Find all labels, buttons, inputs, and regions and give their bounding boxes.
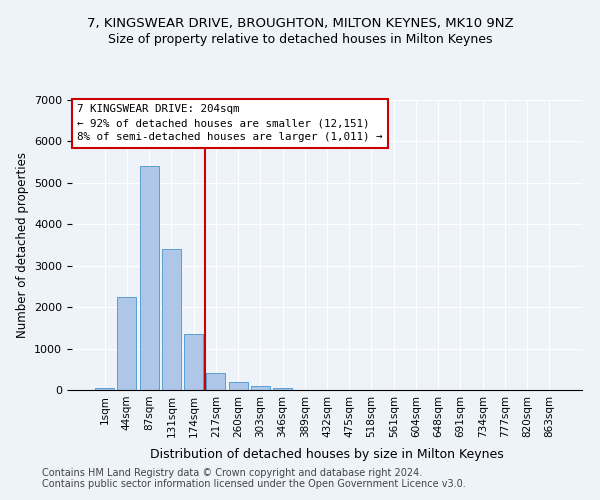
Bar — [251, 386, 270, 390]
Bar — [229, 382, 248, 390]
Bar — [273, 388, 292, 390]
Bar — [184, 334, 203, 390]
Y-axis label: Number of detached properties: Number of detached properties — [16, 152, 29, 338]
Text: 7, KINGSWEAR DRIVE, BROUGHTON, MILTON KEYNES, MK10 9NZ: 7, KINGSWEAR DRIVE, BROUGHTON, MILTON KE… — [86, 18, 514, 30]
X-axis label: Distribution of detached houses by size in Milton Keynes: Distribution of detached houses by size … — [150, 448, 504, 461]
Bar — [118, 297, 136, 390]
Bar — [162, 249, 181, 390]
Bar — [206, 374, 225, 390]
Text: 7 KINGSWEAR DRIVE: 204sqm
← 92% of detached houses are smaller (12,151)
8% of se: 7 KINGSWEAR DRIVE: 204sqm ← 92% of detac… — [77, 104, 383, 142]
Bar — [95, 388, 114, 390]
Text: Contains HM Land Registry data © Crown copyright and database right 2024.: Contains HM Land Registry data © Crown c… — [42, 468, 422, 477]
Text: Contains public sector information licensed under the Open Government Licence v3: Contains public sector information licen… — [42, 479, 466, 489]
Text: Size of property relative to detached houses in Milton Keynes: Size of property relative to detached ho… — [108, 32, 492, 46]
Bar — [140, 166, 158, 390]
